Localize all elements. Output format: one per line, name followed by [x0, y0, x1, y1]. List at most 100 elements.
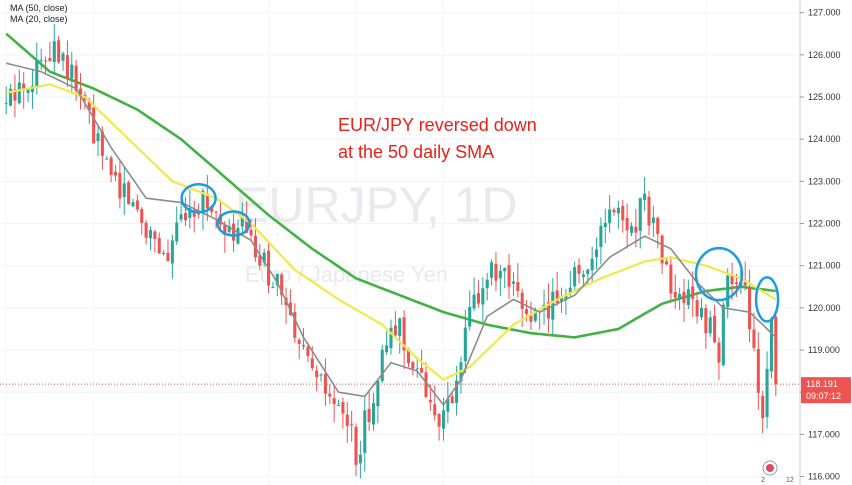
candle-down	[621, 206, 625, 221]
candle-down	[433, 404, 437, 416]
candle-down	[682, 291, 686, 304]
candle-down	[402, 317, 406, 351]
candle-down	[210, 206, 214, 212]
candle-down	[664, 261, 669, 265]
candle-down	[218, 214, 222, 225]
candle-up	[9, 88, 13, 106]
candle-down	[328, 393, 332, 397]
candle-down	[245, 218, 249, 233]
legend-ma20-label: MA (20, close)	[10, 14, 68, 24]
candle-down	[214, 211, 218, 213]
candle-up	[765, 368, 769, 418]
candle-down	[57, 40, 61, 63]
candle-up	[363, 410, 367, 453]
candle-down	[507, 265, 511, 287]
current-price-badge-bg	[801, 377, 851, 404]
candle-up	[490, 262, 494, 278]
candle-down	[691, 286, 695, 299]
ma50-line	[5, 83, 777, 381]
candle-up	[336, 404, 341, 406]
candle-up	[201, 190, 205, 213]
candle-down	[109, 157, 113, 175]
candle-up	[70, 64, 74, 79]
candle-up	[61, 53, 65, 61]
candle-up	[699, 307, 704, 318]
candle-down	[205, 193, 209, 209]
candle-down	[673, 291, 677, 298]
candle-up	[686, 289, 690, 306]
candle-down	[350, 424, 354, 426]
candle-up	[446, 398, 450, 412]
price-tick-label: 121.000	[808, 261, 841, 271]
candle-down	[92, 107, 96, 144]
price-tick-label: 117.000	[808, 429, 840, 439]
annotation-line-2: at the 50 daily SMA	[338, 142, 494, 162]
candle-up	[385, 345, 389, 353]
annotation-line-1: EUR/JPY reversed down	[338, 115, 537, 135]
candle-down	[140, 209, 144, 223]
price-tick-label: 120.000	[808, 303, 841, 313]
candle-up	[708, 317, 712, 334]
candle-down	[232, 223, 236, 241]
candle-up	[586, 269, 590, 275]
candle-down	[223, 224, 227, 236]
candle-down	[100, 131, 104, 156]
candle-down	[748, 287, 752, 330]
ma20-line	[6, 62, 777, 406]
highlight-circle	[694, 246, 744, 302]
candle-down	[734, 282, 738, 285]
price-tick-label: 119.000	[808, 345, 840, 355]
candle-up	[629, 226, 634, 233]
ma20-line-layer	[6, 62, 777, 406]
candle-down	[516, 282, 520, 291]
candle-down	[65, 55, 69, 79]
candle-down	[367, 408, 371, 423]
candle-down	[87, 100, 91, 111]
candle-up	[148, 230, 153, 239]
candle-down	[634, 226, 638, 233]
candle-up	[568, 287, 572, 294]
candle-up	[380, 349, 384, 382]
candle-up	[616, 207, 620, 214]
price-tick-label: 125.000	[808, 92, 841, 102]
highlight-circle	[180, 182, 217, 214]
candle-up	[389, 327, 393, 349]
candle-up	[376, 380, 380, 407]
candle-up	[415, 368, 419, 370]
candle-down	[22, 83, 26, 91]
candle-down	[612, 209, 616, 213]
candle-down	[704, 308, 708, 334]
candle-up	[511, 281, 515, 284]
candle-down	[74, 65, 78, 91]
candle-up	[275, 273, 279, 286]
candle-down	[393, 325, 397, 336]
candle-up	[170, 240, 174, 264]
candle-up	[262, 252, 266, 263]
candle-up	[503, 268, 507, 272]
candle-up	[105, 158, 109, 160]
candle-down	[695, 300, 699, 317]
candle-down	[345, 414, 349, 426]
annotation-circles	[180, 182, 780, 323]
candle-up	[162, 252, 166, 254]
candle-down	[476, 293, 480, 304]
flag-icon	[766, 464, 774, 472]
candle-down	[280, 274, 284, 296]
price-tick-label: 124.000	[808, 134, 841, 144]
candle-down	[774, 316, 778, 385]
candle-down	[332, 398, 336, 405]
candle-down	[713, 315, 717, 343]
candle-down	[752, 329, 756, 348]
candle-down	[183, 213, 188, 221]
candle-down	[44, 60, 48, 62]
candle-down	[315, 370, 319, 378]
candle-down	[743, 279, 747, 286]
ma50-line-layer	[5, 83, 777, 381]
ma100-line	[5, 32, 776, 339]
price-axis[interactable]: 116.000117.000118.000119.000120.000121.0…	[799, 0, 852, 485]
highlight-circle	[754, 276, 780, 323]
candle-down	[656, 217, 660, 234]
